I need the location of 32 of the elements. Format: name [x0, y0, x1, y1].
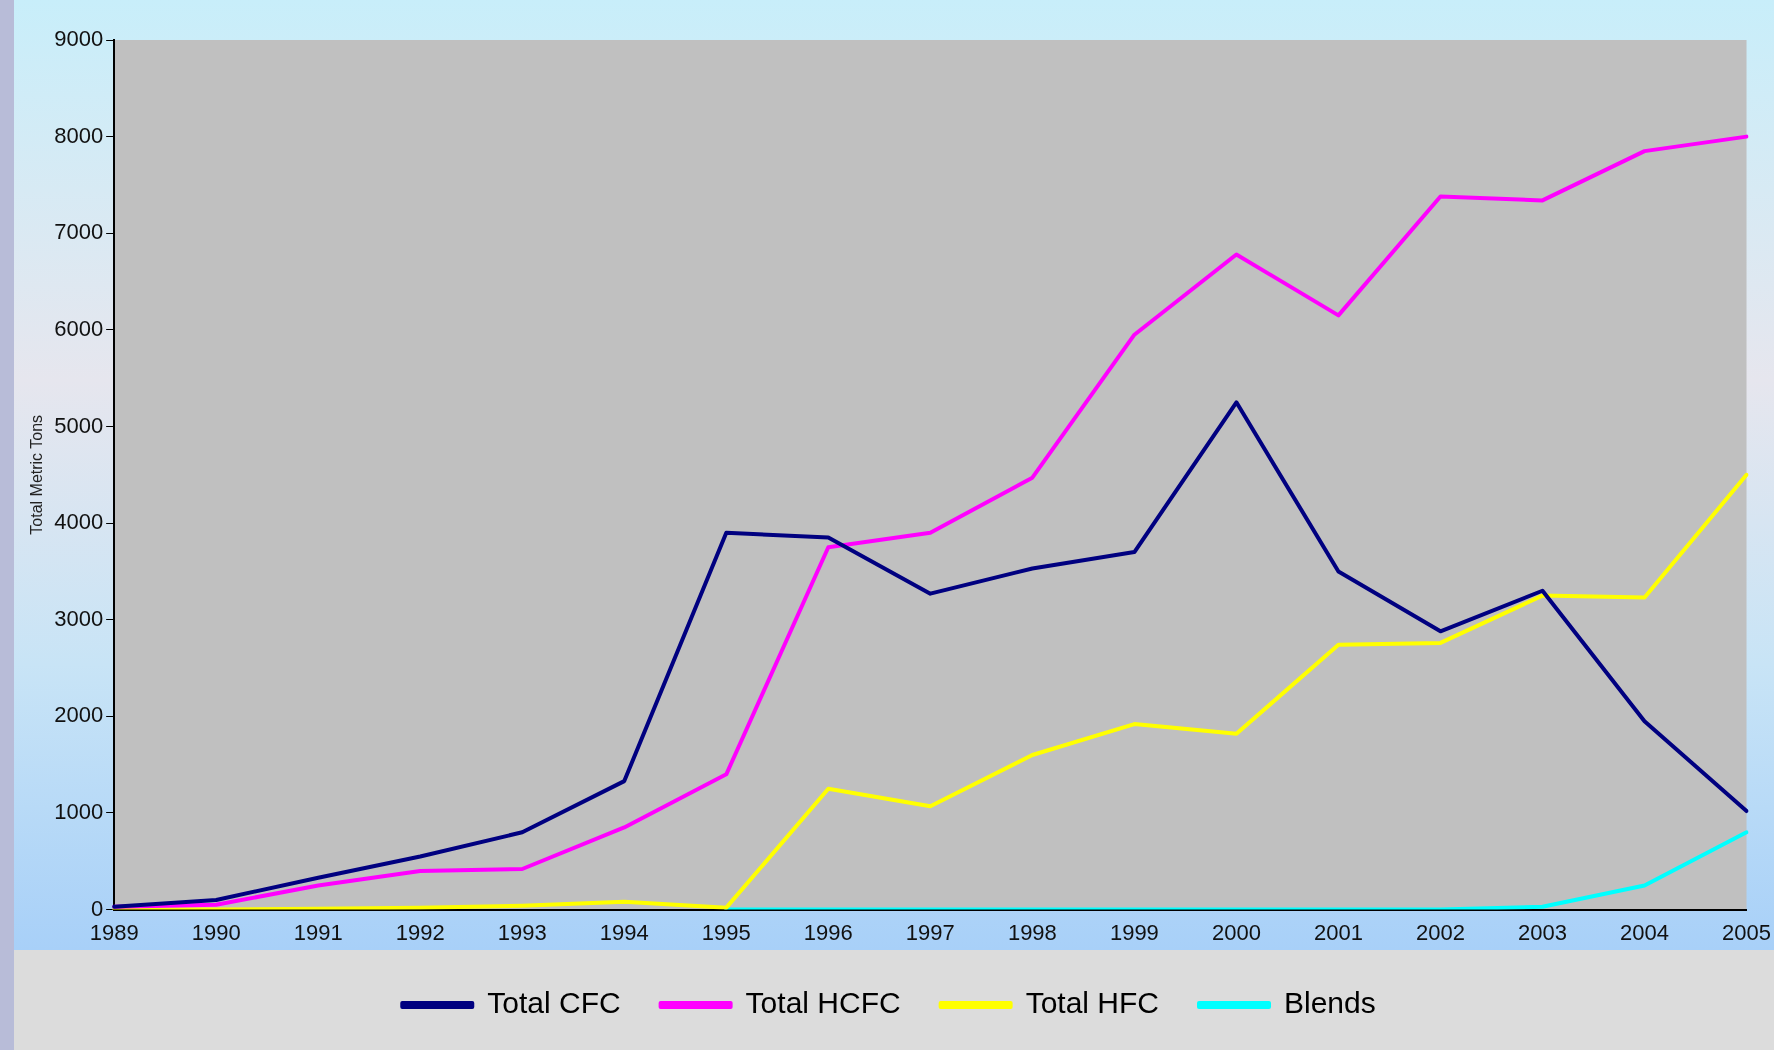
y-tick-label: 7000 — [54, 219, 104, 245]
y-tick-label: 6000 — [54, 315, 104, 341]
x-tick-label: 1992 — [395, 919, 445, 945]
legend-label: Total HCFC — [745, 986, 901, 1020]
y-tick-label: 9000 — [54, 26, 104, 52]
x-tick-label: 2002 — [1415, 919, 1465, 945]
x-tick-label: 1999 — [1109, 919, 1159, 945]
legend-label: Total CFC — [487, 986, 621, 1020]
legend-label: Total HFC — [1025, 986, 1160, 1020]
x-tick-label: 1991 — [293, 919, 343, 945]
y-tick-label: 1000 — [54, 799, 104, 825]
x-tick-label: 1989 — [89, 919, 139, 945]
y-tick-label: 8000 — [54, 122, 104, 148]
x-tick-label: 2003 — [1518, 919, 1567, 945]
x-tick-label: 1995 — [701, 919, 751, 945]
legend-label: Blends — [1284, 986, 1376, 1020]
x-tick-label: 2005 — [1722, 919, 1772, 945]
x-tick-label: 1990 — [191, 919, 241, 945]
x-tick-label: 1997 — [905, 919, 955, 945]
y-tick-label: 2000 — [54, 702, 104, 728]
x-tick-label: 2001 — [1313, 919, 1363, 945]
y-axis-title: Total Metric Tons — [28, 414, 46, 535]
x-tick-label: 1996 — [803, 919, 853, 945]
x-tick-label: 1998 — [1007, 919, 1057, 945]
x-tick-label: 1994 — [599, 919, 649, 945]
y-tick-label: 5000 — [54, 412, 104, 438]
y-tick-label: 4000 — [54, 509, 104, 535]
y-tick-label: 3000 — [54, 605, 104, 631]
y-tick-label: 0 — [90, 895, 104, 921]
x-tick-label: 2000 — [1211, 919, 1261, 945]
x-tick-label: 1993 — [497, 919, 547, 945]
x-tick-label: 2004 — [1620, 919, 1669, 945]
